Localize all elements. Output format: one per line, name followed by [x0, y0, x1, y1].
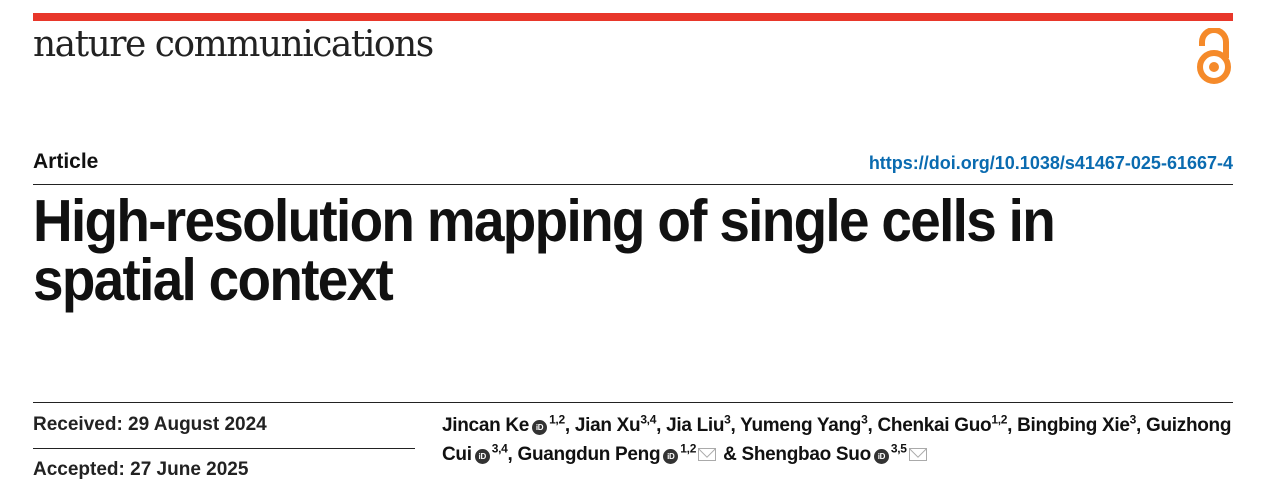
separator: ,: [1007, 415, 1018, 436]
author-name[interactable]: Bingbing Xie: [1017, 415, 1130, 436]
affiliation-number[interactable]: 3,5: [890, 441, 907, 456]
author[interactable]: Bingbing Xie3: [1017, 412, 1137, 436]
author-name[interactable]: Guizhong Cui: [442, 415, 1232, 465]
affiliation-number[interactable]: 3: [724, 412, 731, 427]
author-name[interactable]: Jian Xu: [574, 415, 641, 436]
received-date: Received: 29 August 2024: [33, 414, 267, 435]
orcid-icon[interactable]: iD: [663, 449, 679, 464]
orcid-icon[interactable]: iD: [474, 449, 490, 464]
journal-name: nature communications: [33, 24, 434, 65]
separator: ,: [1136, 415, 1146, 436]
separator: ,: [730, 415, 741, 436]
author-name[interactable]: Shengbao Suo: [741, 444, 871, 465]
brand-bar: [33, 13, 1233, 21]
divider: [33, 448, 415, 449]
affiliation-number[interactable]: 3,4: [491, 441, 508, 456]
affiliation-number[interactable]: 1,2: [680, 441, 697, 456]
author-name[interactable]: Guangdun Peng: [517, 444, 661, 465]
separator: &: [718, 444, 742, 465]
email-icon[interactable]: [908, 448, 927, 461]
divider: [33, 184, 1233, 185]
author[interactable]: Jincan Ke iD1,2: [442, 412, 565, 436]
email-icon[interactable]: [698, 448, 717, 461]
author-name[interactable]: Chenkai Guo: [877, 415, 992, 436]
author[interactable]: Shengbao Suo iD3,5: [741, 441, 928, 465]
article-title: High-resolution mapping of single cells …: [33, 188, 1056, 313]
author-list: Jincan Ke iD1,2, Jian Xu3,4, Jia Liu3, Yu…: [442, 411, 1242, 469]
affiliation-number[interactable]: 1,2: [991, 412, 1008, 427]
orcid-icon[interactable]: iD: [532, 420, 548, 435]
author[interactable]: Jian Xu3,4: [574, 412, 657, 436]
author[interactable]: Chenkai Guo1,2: [877, 412, 1008, 436]
separator: ,: [656, 415, 667, 436]
author[interactable]: Guizhong Cui iD3,4: [442, 415, 1231, 465]
author[interactable]: Yumeng Yang3: [740, 412, 868, 436]
affiliation-number[interactable]: 1,2: [549, 412, 565, 427]
author-name[interactable]: Jincan Ke: [442, 415, 530, 436]
affiliation-number[interactable]: 3: [1129, 412, 1137, 427]
doi-link[interactable]: https://doi.org/10.1038/s41467-025-61667…: [868, 153, 1233, 173]
author[interactable]: Guangdun Peng iD1,2: [517, 441, 718, 465]
divider: [33, 402, 1233, 403]
accepted-date: Accepted: 27 June 2025: [33, 459, 249, 480]
author-name[interactable]: Jia Liu: [666, 415, 725, 436]
open-access-lock-icon: [1197, 28, 1231, 84]
separator: ,: [867, 415, 878, 436]
author-name[interactable]: Yumeng Yang: [740, 415, 862, 436]
affiliation-number[interactable]: 3: [861, 412, 868, 427]
article-type: Article: [33, 150, 99, 173]
separator: ,: [507, 444, 518, 465]
orcid-icon[interactable]: iD: [873, 449, 889, 464]
author[interactable]: Jia Liu3: [666, 412, 731, 436]
separator: ,: [564, 415, 575, 436]
affiliation-number[interactable]: 3,4: [640, 412, 657, 427]
